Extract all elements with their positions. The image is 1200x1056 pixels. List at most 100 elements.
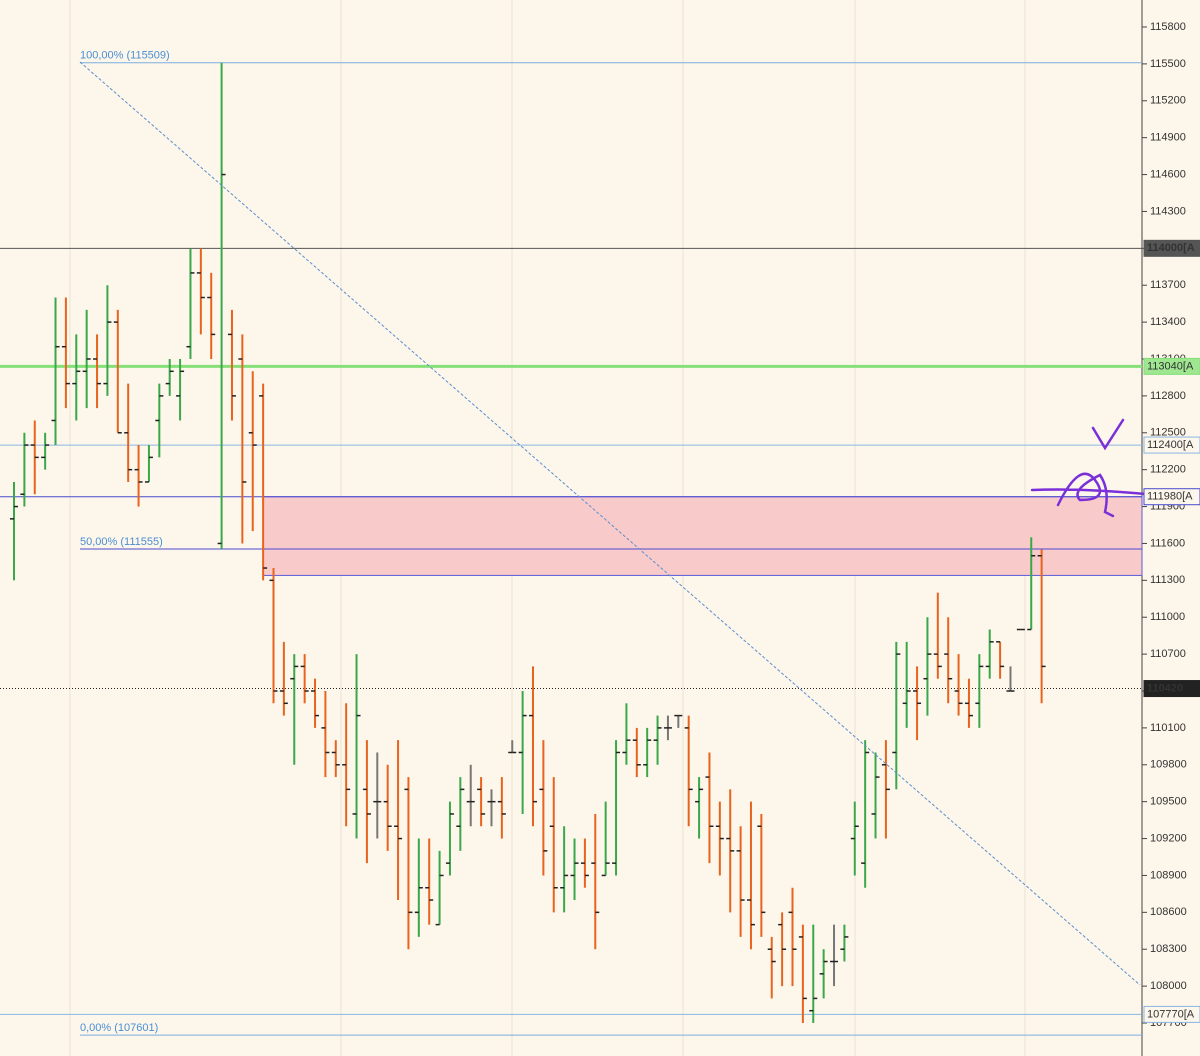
ohlc-bar [975,654,984,728]
y-tick-label: 111300 [1150,574,1185,586]
y-tick-label: 112500 [1150,427,1186,439]
ohlc-bar [72,334,81,421]
ohlc-bar [726,789,735,913]
ohlc-bar [881,740,890,839]
ohlc-bar [778,912,787,987]
ohlc-bar [362,740,371,864]
ohlc-bar [996,641,1005,679]
y-tick-label: 112800 [1150,390,1186,402]
ohlc-bar [445,801,454,876]
ohlc-bar [549,777,558,913]
ohlc-bar [705,752,714,864]
ohlc-bar [798,924,807,1023]
ohlc-bar [612,740,621,876]
ohlc-bar [850,801,859,876]
ohlc-bar [1037,549,1046,704]
plot [0,62,1143,1036]
ohlc-bar [279,641,288,716]
ohlc-bar [20,432,29,507]
ohlc-bar [840,924,849,962]
annotation-scribble [1030,418,1147,518]
ohlc-bar [933,592,942,679]
ohlc-bar [622,703,631,765]
ohlc-bar [259,383,268,581]
y-tick-label: 108600 [1150,906,1187,918]
ohlc-bar [134,445,143,507]
ohlc-bar [165,359,174,396]
ohlc-bar [290,654,299,765]
ohlc-bar [425,838,434,925]
ohlc-bar [238,334,247,544]
ohlc-bar [871,752,880,839]
fib-label: 0,00% (107601) [80,1022,158,1034]
ohlc-bar [269,568,278,704]
ohlc-bar [508,740,517,754]
ohlc-bar [144,445,153,483]
zone [262,496,1143,576]
level-label: 107770[A [1147,1008,1195,1020]
fib-label: 100,00% (115509) [80,50,170,62]
ohlc-bar [51,297,60,446]
ohlc-bar [684,715,693,827]
ohlc-bar [383,764,392,851]
y-tick-label: 109200 [1150,832,1187,844]
ohlc-bar [82,309,91,409]
ohlc-bar [767,936,776,999]
ohlc-bar [736,826,745,937]
ohlc-bar [227,309,236,421]
ohlc-bar [487,789,496,827]
ohlc-bar [404,777,413,950]
ohlc-bar [456,777,465,851]
ohlc-bar [809,924,818,1023]
fib-label: 50,00% (111555) [80,536,163,548]
ohlc-bar [695,777,704,839]
level-tag [1143,239,1200,257]
ohlc-bar [715,801,724,876]
ohlc-bar [601,801,610,877]
ohlc-bar [819,949,828,999]
level-tag [1143,1005,1200,1023]
y-tick-label: 110700 [1150,648,1186,660]
ohlc-bar [632,727,641,778]
y-tick-label: 109500 [1150,796,1187,808]
ohlc-bar [580,838,589,888]
ohlc-bar [913,666,922,741]
ohlc-bar [529,666,537,827]
ohlc-bar [217,62,226,549]
ohlc-bar [466,764,475,827]
y-tick-label: 114300 [1150,205,1186,217]
level-label: 111980[A [1147,491,1193,503]
ohlc-bar [113,309,122,434]
ohlc-bar [560,826,569,913]
ohlc-bar [944,617,953,704]
ohlc-bar [985,629,994,679]
level-tag [1143,357,1200,375]
level-label: 114000[A [1147,242,1195,254]
ohlc-bar [10,481,18,581]
ohlc-bar [643,727,652,778]
y-tick-label: 113400 [1150,316,1186,328]
ohlc-bar [311,678,320,728]
trend-line [79,61,1141,986]
ohlc-bar [746,801,755,950]
y-tick-label: 114600 [1150,168,1186,180]
ohlc-bar [757,813,766,937]
ohlc-bar [954,654,963,716]
ohlc-bar [1006,666,1015,692]
ohlc-bar [497,777,506,839]
ohlc-bar [830,924,839,987]
ohlc-bar [892,641,901,790]
y-tick-label: 114900 [1150,132,1186,144]
level-label: 113040[A [1147,360,1194,372]
ohlc-bar [653,715,662,765]
y-tick-label: 108900 [1150,869,1187,881]
ohlc-bar [61,297,70,409]
level-tag [1143,680,1200,698]
y-tick-label: 108300 [1150,943,1187,955]
ohlc-bar [331,740,340,778]
level-tag [1143,436,1200,454]
ohlc-bar [124,383,133,482]
ohlc-bar [570,838,579,901]
ohlc-bar [373,752,382,839]
